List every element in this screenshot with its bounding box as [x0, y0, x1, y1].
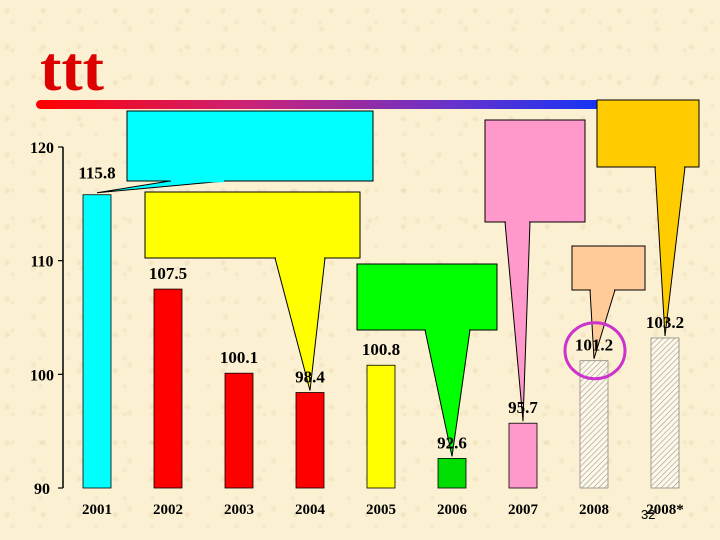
category-label-2002: 2002: [153, 502, 183, 518]
data-label-2003: 100.1: [220, 348, 258, 367]
bar-2006: [437, 458, 467, 489]
bar-2001: [82, 194, 112, 489]
header-rule: [36, 100, 636, 109]
callout-2007: [484, 119, 586, 422]
callout-box: [484, 119, 586, 223]
callout-box: [356, 263, 498, 331]
header-rule-bar: [36, 100, 636, 109]
y-tick-label: 100: [30, 367, 54, 384]
bars: [82, 194, 680, 489]
bar-2005: [366, 364, 396, 489]
callouts: [96, 99, 700, 457]
category-label-2005: 2005: [366, 502, 396, 518]
bar-2007: [508, 422, 538, 489]
callout-2001: [96, 110, 374, 194]
bar-2003: [224, 372, 254, 489]
category-labels: 2001 2002 2003 2004 2005 2006 2007 2008 2008*: [82, 502, 684, 518]
bar-2002: [153, 288, 183, 489]
data-label-2002: 107.5: [149, 264, 187, 283]
logo-text: ttt: [40, 33, 105, 104]
data-label-2006: 92.6: [437, 433, 467, 452]
category-label-2008*: 2008*: [646, 502, 684, 518]
bar-2004: [295, 392, 325, 489]
category-label-2004: 2004: [295, 502, 326, 518]
highlight-ring: [563, 321, 627, 381]
callout-pointer: [96, 180, 226, 194]
y-tick-label: 90: [34, 481, 50, 498]
callout-2004: [144, 191, 361, 391]
data-label-2008: 101.2: [575, 336, 613, 355]
callout-pointer: [504, 221, 531, 422]
y-tick-label: 120: [30, 140, 54, 157]
data-labels: 115.8 107.5 100.1 98.4 100.8 92.6 95.7 101.2 103…: [78, 164, 684, 453]
callout-box: [571, 245, 646, 291]
data-label-2001: 115.8: [78, 164, 115, 183]
logo: ttt: [40, 33, 105, 104]
data-label-2008*: 103.2: [646, 313, 684, 332]
data-label-2007: 95.7: [508, 398, 538, 417]
callout-box: [144, 191, 361, 259]
category-label-2007: 2007: [508, 502, 539, 518]
category-label-2003: 2003: [224, 502, 254, 518]
category-label-2001: 2001: [82, 502, 112, 518]
callout-box: [126, 110, 374, 182]
bar-2008: [579, 360, 609, 489]
category-label-2008: 2008: [579, 502, 609, 518]
y-axis: 90 100 110 120: [30, 140, 64, 498]
callout-pointer: [654, 166, 686, 337]
data-label-2004: 98.4: [295, 368, 325, 387]
callout-2008*: [596, 99, 700, 337]
callout-box: [596, 99, 700, 168]
y-tick-label: 110: [30, 254, 53, 271]
data-label-2005: 100.8: [362, 340, 400, 359]
callout-2006: [356, 263, 498, 457]
category-label-2006: 2006: [437, 502, 468, 518]
bar-2008*: [650, 337, 680, 489]
page-number: 32: [641, 507, 656, 522]
